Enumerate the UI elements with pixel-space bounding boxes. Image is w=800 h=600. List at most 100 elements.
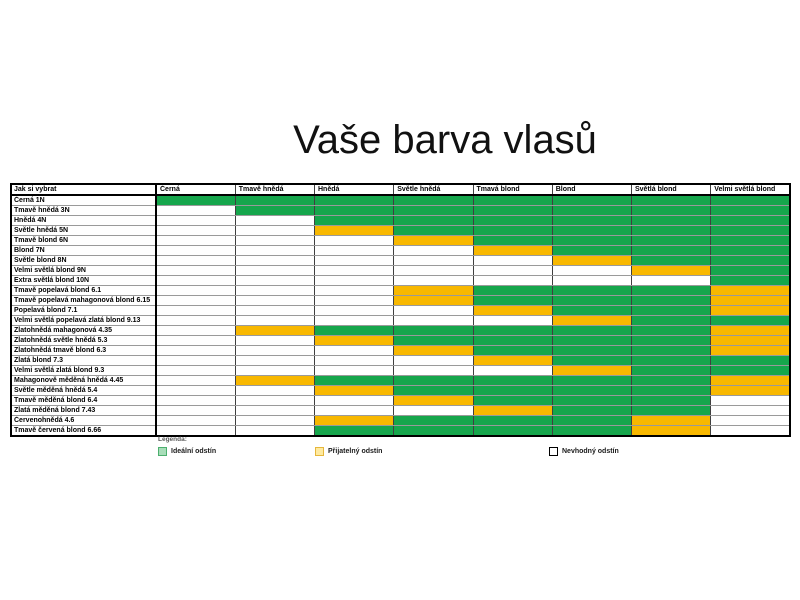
matrix-cell-nevhodn-odst-n (472, 315, 553, 326)
matrix-cell-ide-ln-odst-n (710, 275, 791, 286)
matrix-cell-ide-ln-odst-n (313, 205, 395, 216)
matrix-cell-ide-ln-odst-n (551, 235, 633, 246)
hair-color-matrix-container: Jak si vybrat Černá Tmavě hnědá Hnědá Světle… (10, 183, 791, 437)
matrix-cell-nevhodn-odst-n (472, 265, 553, 276)
table-row: Blond 7N (10, 245, 791, 256)
row-label: Velmi světlá blond 9N (10, 265, 157, 276)
matrix-cell-nevhodn-odst-n (155, 395, 236, 406)
matrix-cell-nevhodn-odst-n (234, 355, 316, 366)
matrix-header: Jak si vybrat Černá Tmavě hnědá Hnědá Světle… (10, 183, 791, 196)
matrix-cell-nevhodn-odst-n (155, 325, 236, 336)
matrix-cell-ide-ln-odst-n (393, 215, 474, 226)
matrix-cell-ide-ln-odst-n (630, 335, 712, 346)
matrix-cell-p-ijateln-odst-n (710, 305, 791, 316)
matrix-cell-nevhodn-odst-n (234, 275, 316, 286)
matrix-cell-ide-ln-odst-n (472, 425, 553, 437)
table-row: Zlatohnědá světle hnědá 5.3 (10, 335, 791, 346)
matrix-cell-nevhodn-odst-n (313, 235, 395, 246)
matrix-cell-ide-ln-odst-n (393, 205, 474, 216)
table-row: Zlatá měděná blond 7.43 (10, 405, 791, 416)
row-label: Tmavě popelavá blond 6.1 (10, 285, 157, 296)
matrix-cell-ide-ln-odst-n (313, 194, 395, 206)
matrix-cell-nevhodn-odst-n (313, 255, 395, 266)
matrix-cell-ide-ln-odst-n (630, 215, 712, 226)
matrix-cell-ide-ln-odst-n (630, 305, 712, 316)
matrix-cell-nevhodn-odst-n (234, 285, 316, 296)
matrix-cell-p-ijateln-odst-n (710, 285, 791, 296)
matrix-cell-p-ijateln-odst-n (234, 375, 316, 386)
matrix-cell-p-ijateln-odst-n (313, 385, 395, 396)
matrix-cell-ide-ln-odst-n (551, 285, 633, 296)
matrix-cell-ide-ln-odst-n (472, 225, 553, 236)
row-label: Zlatohnědá mahagonová 4.35 (10, 325, 157, 336)
matrix-cell-nevhodn-odst-n (155, 335, 236, 346)
matrix-cell-nevhodn-odst-n (234, 305, 316, 316)
table-row: Zlatá blond 7.3 (10, 355, 791, 366)
table-row: Zlatohnědá tmavě blond 6.3 (10, 345, 791, 356)
matrix-cell-p-ijateln-odst-n (551, 365, 633, 376)
table-row: Zlatohnědá mahagonová 4.35 (10, 325, 791, 336)
matrix-cell-nevhodn-odst-n (155, 375, 236, 386)
matrix-cell-p-ijateln-odst-n (393, 285, 474, 296)
matrix-cell-ide-ln-odst-n (551, 385, 633, 396)
matrix-cell-ide-ln-odst-n (472, 194, 553, 206)
matrix-cell-ide-ln-odst-n (710, 255, 791, 266)
matrix-cell-p-ijateln-odst-n (393, 235, 474, 246)
header-row: Jak si vybrat Černá Tmavě hnědá Hnědá Světle… (10, 183, 791, 196)
matrix-cell-ide-ln-odst-n (551, 215, 633, 226)
matrix-cell-ide-ln-odst-n (630, 194, 712, 206)
matrix-cell-nevhodn-odst-n (155, 305, 236, 316)
matrix-cell-ide-ln-odst-n (472, 205, 553, 216)
matrix-cell-nevhodn-odst-n (313, 365, 395, 376)
table-row: Světle blond 8N (10, 255, 791, 266)
matrix-cell-nevhodn-odst-n (234, 255, 316, 266)
matrix-cell-ide-ln-odst-n (630, 295, 712, 306)
matrix-cell-nevhodn-odst-n (234, 235, 316, 246)
matrix-cell-ide-ln-odst-n (630, 205, 712, 216)
matrix-cell-nevhodn-odst-n (155, 285, 236, 296)
matrix-cell-ide-ln-odst-n (551, 405, 633, 416)
column-header: Tmavě hnědá (234, 183, 316, 196)
matrix-cell-nevhodn-odst-n (234, 215, 316, 226)
matrix-cell-ide-ln-odst-n (472, 335, 553, 346)
matrix-cell-ide-ln-odst-n (393, 385, 474, 396)
matrix-cell-nevhodn-odst-n (234, 335, 316, 346)
row-label: Červenohnědá 4.6 (10, 415, 157, 426)
row-label: Velmi světlá popelavá zlatá blond 9.13 (10, 315, 157, 326)
matrix-cell-ide-ln-odst-n (472, 215, 553, 226)
matrix-cell-ide-ln-odst-n (393, 425, 474, 437)
matrix-cell-nevhodn-odst-n (393, 355, 474, 366)
matrix-cell-nevhodn-odst-n (393, 245, 474, 256)
matrix-cell-nevhodn-odst-n (155, 255, 236, 266)
table-row: Tmavě měděná blond 6.4 (10, 395, 791, 406)
legend: Legenda: Ideální odstín Přijatelný odstí… (158, 436, 798, 460)
table-row: Tmavě hnědá 3N (10, 205, 791, 216)
matrix-cell-nevhodn-odst-n (472, 255, 553, 266)
matrix-cell-nevhodn-odst-n (234, 315, 316, 326)
matrix-cell-p-ijateln-odst-n (234, 325, 316, 336)
table-row: Tmavě popelavá blond 6.1 (10, 285, 791, 296)
matrix-cell-nevhodn-odst-n (155, 295, 236, 306)
matrix-cell-ide-ln-odst-n (630, 225, 712, 236)
row-label: Černá 1N (10, 194, 157, 206)
matrix-cell-nevhodn-odst-n (155, 225, 236, 236)
ideal-swatch-icon (158, 446, 167, 456)
matrix-cell-ide-ln-odst-n (472, 325, 553, 336)
matrix-cell-ide-ln-odst-n (393, 415, 474, 426)
matrix-cell-nevhodn-odst-n (393, 305, 474, 316)
table-row: Hnědá 4N (10, 215, 791, 226)
matrix-cell-ide-ln-odst-n (551, 335, 633, 346)
matrix-cell-ide-ln-odst-n (155, 194, 236, 206)
row-label: Světle měděná hnědá 5.4 (10, 385, 157, 396)
matrix-cell-nevhodn-odst-n (313, 245, 395, 256)
matrix-cell-ide-ln-odst-n (630, 375, 712, 386)
matrix-cell-nevhodn-odst-n (234, 425, 316, 437)
matrix-cell-nevhodn-odst-n (234, 295, 316, 306)
table-row: Velmi světlá blond 9N (10, 265, 791, 276)
matrix-cell-ide-ln-odst-n (630, 315, 712, 326)
row-label: Světle hnědá 5N (10, 225, 157, 236)
matrix-cell-ide-ln-odst-n (472, 345, 553, 356)
matrix-cell-nevhodn-odst-n (155, 235, 236, 246)
legend-item-label: Přijatelný odstín (328, 447, 383, 455)
table-row: Mahagonově měděná hnědá 4.45 (10, 375, 791, 386)
